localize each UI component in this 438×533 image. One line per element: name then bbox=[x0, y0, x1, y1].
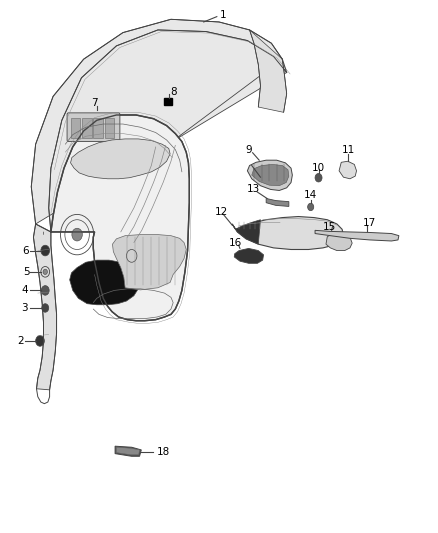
Polygon shape bbox=[71, 139, 170, 179]
Polygon shape bbox=[247, 160, 292, 190]
Polygon shape bbox=[252, 165, 289, 185]
Polygon shape bbox=[51, 115, 189, 321]
Circle shape bbox=[42, 304, 49, 312]
Bar bbox=[71, 118, 80, 138]
Bar bbox=[93, 118, 103, 138]
Circle shape bbox=[43, 269, 47, 274]
Bar bbox=[82, 118, 92, 138]
Circle shape bbox=[41, 245, 49, 256]
Polygon shape bbox=[234, 248, 264, 263]
Text: 10: 10 bbox=[312, 163, 325, 173]
Bar bbox=[105, 118, 114, 138]
Text: 3: 3 bbox=[21, 303, 28, 313]
Text: 14: 14 bbox=[304, 190, 317, 200]
Circle shape bbox=[41, 286, 49, 295]
Polygon shape bbox=[266, 198, 289, 206]
Text: 11: 11 bbox=[342, 144, 355, 155]
Text: 2: 2 bbox=[17, 336, 24, 346]
Text: 15: 15 bbox=[322, 222, 336, 232]
FancyBboxPatch shape bbox=[67, 113, 120, 142]
Text: 4: 4 bbox=[21, 286, 28, 295]
Text: 9: 9 bbox=[245, 144, 251, 155]
Circle shape bbox=[307, 203, 314, 211]
Text: 1: 1 bbox=[220, 10, 227, 20]
Text: 7: 7 bbox=[91, 98, 98, 108]
Circle shape bbox=[35, 336, 44, 346]
Text: 8: 8 bbox=[170, 87, 177, 97]
Polygon shape bbox=[250, 30, 287, 112]
Circle shape bbox=[41, 266, 49, 277]
Polygon shape bbox=[326, 233, 352, 251]
Polygon shape bbox=[315, 230, 399, 241]
Text: 12: 12 bbox=[215, 207, 228, 217]
Polygon shape bbox=[339, 161, 357, 179]
Polygon shape bbox=[31, 19, 287, 232]
Text: 13: 13 bbox=[247, 184, 261, 195]
Circle shape bbox=[72, 228, 82, 241]
Text: 18: 18 bbox=[157, 447, 170, 456]
Circle shape bbox=[315, 173, 322, 182]
Polygon shape bbox=[232, 216, 343, 249]
Polygon shape bbox=[232, 220, 261, 244]
Text: 16: 16 bbox=[229, 238, 242, 247]
Text: 5: 5 bbox=[23, 267, 29, 277]
Text: 17: 17 bbox=[363, 218, 376, 228]
Polygon shape bbox=[33, 224, 57, 390]
Bar bbox=[164, 98, 172, 106]
Polygon shape bbox=[70, 260, 140, 305]
Polygon shape bbox=[115, 446, 141, 456]
Polygon shape bbox=[113, 235, 186, 290]
Text: 6: 6 bbox=[23, 246, 29, 255]
Polygon shape bbox=[117, 447, 140, 455]
